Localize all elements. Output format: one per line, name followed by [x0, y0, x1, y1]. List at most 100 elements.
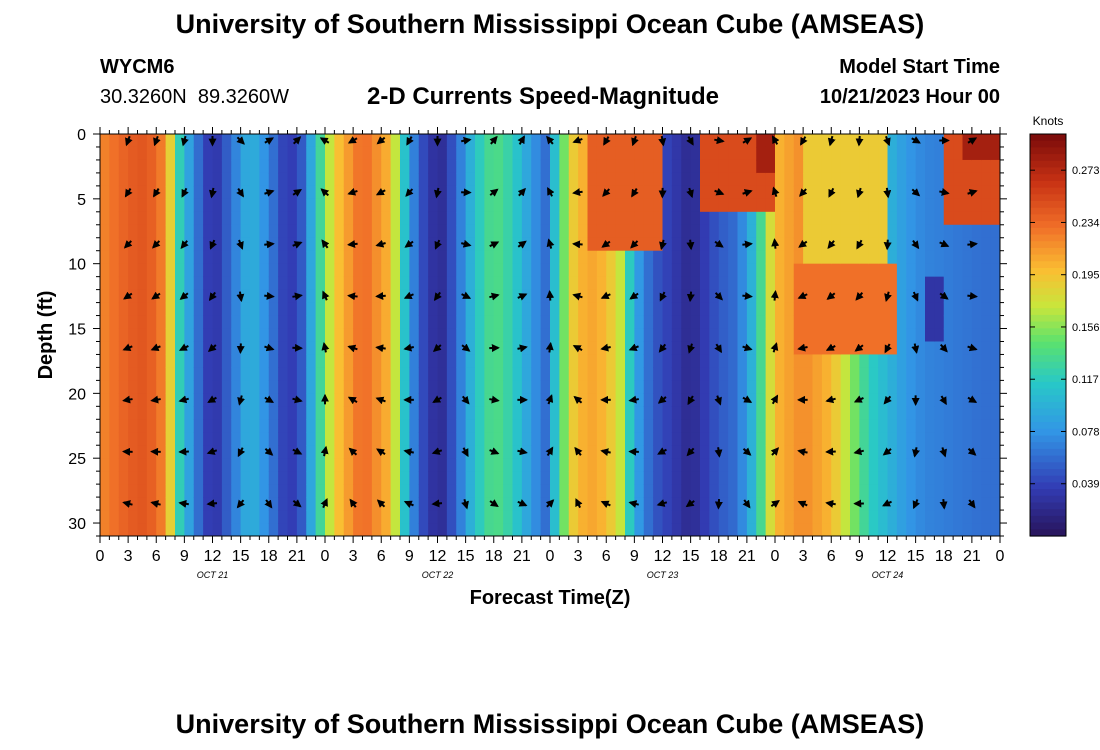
- heatmap-cell: [981, 393, 992, 407]
- heatmap-cell: [840, 302, 851, 317]
- heatmap-cell: [268, 419, 279, 433]
- heatmap-cell: [550, 263, 560, 278]
- heatmap-cell: [681, 458, 692, 472]
- heatmap-cell: [531, 211, 542, 226]
- heatmap-cell: [118, 302, 129, 317]
- current-vector: [656, 499, 668, 507]
- heatmap-cell: [812, 367, 823, 381]
- current-vector: [403, 500, 414, 509]
- heatmap-cell: [109, 185, 120, 200]
- heatmap-cell: [625, 211, 635, 226]
- heatmap-cell: [512, 172, 523, 187]
- heatmap-cell: [343, 419, 354, 433]
- current-vector: [825, 499, 836, 508]
- heatmap-cell: [915, 458, 926, 472]
- heatmap-cell: [587, 315, 598, 330]
- heatmap-cell: [840, 211, 851, 226]
- heatmap-cell: [109, 497, 120, 511]
- heatmap-cell: [643, 328, 654, 343]
- heatmap-cell: [962, 497, 973, 511]
- heatmap-cell: [146, 198, 157, 213]
- heatmap-cell: [662, 445, 673, 459]
- heatmap-cell: [118, 354, 129, 369]
- heatmap-cell: [718, 484, 729, 498]
- heatmap-cell: [165, 134, 176, 148]
- heatmap-cell: [850, 289, 860, 304]
- heatmap-cell: [128, 146, 139, 161]
- heatmap-cell: [634, 185, 645, 200]
- heatmap-cell: [962, 419, 973, 433]
- heatmap-cell: [943, 354, 954, 369]
- heatmap-cell: [512, 302, 523, 317]
- heatmap-cell: [259, 224, 270, 239]
- heatmap-cell: [521, 471, 532, 485]
- heatmap-cell: [118, 198, 129, 213]
- heatmap-cell: [193, 393, 204, 407]
- heatmap-cell: [793, 432, 804, 446]
- heatmap-cell: [943, 315, 954, 330]
- heatmap-cell: [100, 276, 110, 291]
- heatmap-cell: [568, 445, 579, 459]
- heatmap-cell: [156, 497, 167, 511]
- heatmap-cell: [831, 497, 842, 511]
- current-vector: [742, 343, 753, 352]
- heatmap-cell: [109, 471, 120, 485]
- heatmap-cell: [175, 380, 185, 394]
- heatmap-cell: [643, 393, 654, 407]
- current-vector: [236, 291, 245, 303]
- heatmap-cell: [512, 185, 523, 200]
- x-tick-label: 21: [963, 548, 981, 565]
- heatmap-cell: [943, 302, 954, 317]
- current-vector: [601, 239, 611, 248]
- current-vector: [855, 292, 864, 301]
- heatmap-cell: [718, 146, 729, 161]
- colorbar-step: [1030, 402, 1066, 410]
- heatmap-cell: [709, 263, 720, 278]
- heatmap-cell: [859, 211, 870, 226]
- current-vector: [489, 188, 499, 197]
- heatmap-cell: [475, 185, 485, 200]
- heatmap-cell: [643, 224, 654, 239]
- heatmap-cell: [362, 497, 373, 511]
- heatmap-cell: [137, 341, 148, 356]
- heatmap-cell: [418, 406, 429, 420]
- heatmap-cell: [784, 276, 795, 291]
- heatmap-cell: [400, 250, 410, 265]
- heatmap-cell: [175, 237, 185, 252]
- heatmap-cell: [756, 354, 767, 369]
- heatmap-cell: [953, 471, 964, 485]
- heatmap-cell: [193, 289, 204, 304]
- heatmap-cell: [934, 354, 945, 369]
- heatmap-cell: [418, 471, 429, 485]
- heatmap-cell: [765, 367, 776, 381]
- heatmap-cell: [887, 315, 898, 330]
- current-vector: [517, 447, 528, 456]
- heatmap-cell: [746, 276, 757, 291]
- heatmap-cell: [221, 523, 232, 536]
- heatmap-cell: [559, 250, 570, 265]
- heatmap-cell: [306, 393, 317, 407]
- heatmap-cell: [165, 497, 176, 511]
- heatmap-cell: [531, 458, 542, 472]
- heatmap-cell: [428, 302, 439, 317]
- heatmap-cell: [221, 445, 232, 459]
- heatmap-cell: [559, 497, 570, 511]
- heatmap-cell: [550, 471, 560, 485]
- heatmap-cell: [887, 497, 898, 511]
- heatmap-cell: [671, 523, 682, 536]
- heatmap-cell: [690, 276, 701, 291]
- heatmap-cell: [550, 393, 560, 407]
- heatmap-cell: [915, 510, 926, 524]
- heatmap-cell: [568, 198, 579, 213]
- heatmap-cell: [371, 276, 382, 291]
- heatmap-cell: [100, 458, 110, 472]
- heatmap-cell: [287, 198, 298, 213]
- heatmap-cell: [653, 367, 664, 381]
- heatmap-cell: [728, 224, 739, 239]
- heatmap-cell: [109, 146, 120, 161]
- heatmap-cell: [184, 367, 195, 381]
- heatmap-cell: [606, 134, 617, 148]
- heatmap-cell: [690, 302, 701, 317]
- colorbar-step: [1030, 482, 1066, 490]
- heatmap-cell: [887, 341, 898, 356]
